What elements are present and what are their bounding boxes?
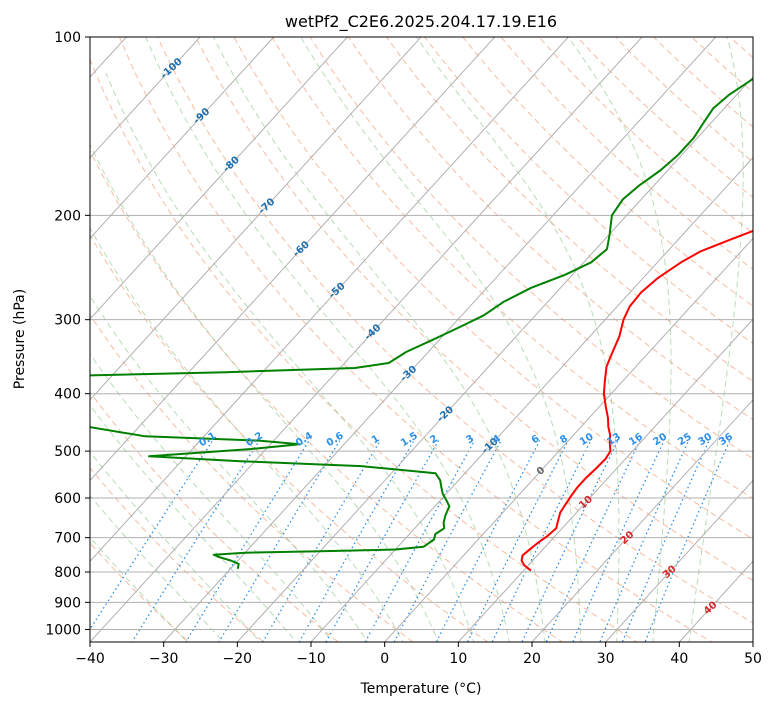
x-tick-label: 10 — [449, 651, 467, 667]
y-tick-label: 600 — [54, 491, 81, 507]
isotherm-gridline — [310, 156, 753, 642]
x-tick-label: −20 — [223, 651, 253, 667]
isotherm-gridline — [383, 237, 753, 642]
dry-adiabat-line — [424, 37, 753, 345]
moist-adiabat-line — [90, 494, 225, 642]
moist-adiabat-line — [688, 37, 744, 642]
x-axis-title: Temperature (°C) — [360, 681, 482, 697]
isotherm-gridline — [90, 37, 275, 240]
isotherm-gridline — [90, 37, 201, 159]
x-tick-label: −10 — [296, 651, 326, 667]
y-tick-label: 400 — [54, 387, 81, 403]
mixing-ratio-label: 1 — [370, 433, 382, 446]
isotherm-gridline — [531, 399, 753, 642]
dry-adiabat-line — [90, 314, 414, 642]
y-tick-label: 300 — [54, 313, 81, 329]
dry-adiabat-line — [347, 37, 753, 421]
mixing-ratio-line — [521, 440, 619, 642]
x-tick-label: 40 — [670, 651, 688, 667]
mixing-ratio-line — [644, 440, 731, 642]
mixing-ratio-line — [491, 440, 592, 642]
dry-adiabat-line — [385, 37, 753, 382]
y-tick-label: 500 — [54, 444, 81, 460]
dry-adiabat-line — [309, 37, 753, 460]
moist-adiabat-line — [567, 37, 672, 642]
isotherm-gridline — [90, 37, 643, 642]
x-tick-label: 30 — [597, 651, 615, 667]
mixing-ratio-line — [218, 440, 341, 642]
dry-adiabat-line — [90, 391, 340, 642]
mixing-ratio-line — [466, 440, 569, 642]
x-tick-label: 0 — [380, 651, 389, 667]
isotherm-gridline — [162, 37, 717, 642]
mixing-ratio-label: 3 — [464, 433, 476, 446]
x-tick-label: −30 — [149, 651, 179, 667]
moist-adiabat-line — [145, 37, 510, 642]
moist-adiabat-line — [90, 404, 297, 642]
mixing-ratio-line — [572, 440, 665, 642]
y-tick-label: 100 — [54, 30, 81, 46]
dry-adiabat-line — [652, 37, 753, 128]
moist-adiabat-line — [90, 143, 440, 642]
plot-frame — [89, 36, 754, 643]
moist-adiabat-line — [90, 227, 404, 642]
dry-adiabat-line — [614, 37, 753, 163]
x-tick-label: 50 — [744, 651, 762, 667]
dry-adiabat-line — [271, 37, 753, 500]
moist-adiabat-line — [300, 37, 582, 642]
mixing-ratio-line — [90, 440, 214, 631]
dry-adiabat-line — [90, 542, 190, 642]
dry-adiabat-line — [157, 37, 753, 624]
y-tick-label: 200 — [54, 208, 81, 224]
mixing-ratio-line — [621, 440, 710, 642]
chart-title: wetPf2_C2E6.2025.204.17.19.E16 — [285, 12, 557, 32]
isotherm-gridline — [604, 479, 753, 642]
mixing-ratio-label: 2 — [428, 433, 440, 446]
moist-adiabat-line — [212, 37, 546, 642]
moist-adiabat-line — [105, 72, 475, 642]
dry-adiabat-line — [195, 37, 753, 582]
y-tick-label: 700 — [54, 531, 81, 547]
mixing-ratio-label: 6 — [530, 433, 542, 446]
moist-adiabat-line — [90, 353, 333, 642]
y-tick-label: 1000 — [45, 622, 81, 638]
dry-adiabat-line — [118, 37, 713, 642]
y-tick-label: 900 — [54, 595, 81, 611]
mixing-ratio-line — [545, 440, 641, 642]
x-tick-label: 20 — [523, 651, 541, 667]
mixing-ratio-label: 8 — [558, 433, 570, 446]
x-tick-label: −40 — [75, 651, 105, 667]
dewpoint-profile-line — [90, 77, 753, 569]
dry-adiabat-line — [233, 37, 753, 540]
mixing-ratio-line — [599, 440, 690, 642]
temperature-profile-line — [520, 229, 753, 572]
isotherm-gridline — [90, 37, 349, 320]
y-axis-title: Pressure (hPa) — [12, 289, 28, 389]
moist-adiabat-line — [415, 37, 620, 642]
mixing-ratio-line — [364, 440, 476, 642]
moist-adiabat-line — [90, 451, 261, 642]
isotherm-gridline — [90, 37, 496, 482]
dry-adiabat-line — [90, 58, 639, 642]
isotherm-gridline — [90, 37, 422, 401]
isotherm-gridline — [90, 37, 570, 563]
mixing-ratio-label: 4 — [491, 433, 503, 446]
isotherm-gridline — [236, 76, 753, 642]
y-tick-label: 800 — [54, 565, 81, 581]
mixing-ratio-line — [435, 440, 541, 642]
moist-adiabat-line — [90, 295, 369, 642]
isotherm-gridline — [457, 318, 753, 642]
